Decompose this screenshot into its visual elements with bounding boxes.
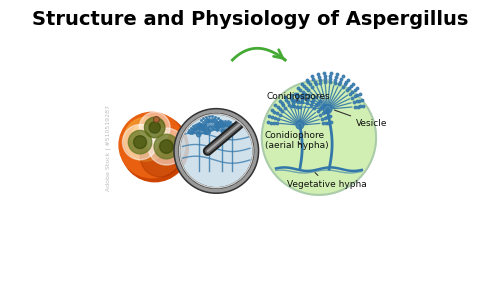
Circle shape [160, 140, 173, 153]
Text: Conidiophore
(aerial hypha): Conidiophore (aerial hypha) [264, 131, 328, 150]
Circle shape [119, 112, 184, 178]
Text: Vesicle: Vesicle [334, 110, 388, 128]
Circle shape [208, 126, 213, 131]
Text: Conidiospores: Conidiospores [266, 92, 330, 101]
Text: Structure and Physiology of Aspergillus: Structure and Physiology of Aspergillus [32, 10, 468, 29]
Circle shape [149, 122, 160, 133]
Text: Vegetative hypha: Vegetative hypha [288, 173, 367, 189]
Circle shape [128, 131, 152, 154]
Circle shape [131, 125, 155, 148]
Circle shape [124, 117, 168, 161]
Circle shape [196, 133, 200, 137]
Circle shape [176, 111, 256, 191]
Circle shape [222, 130, 226, 134]
Circle shape [144, 117, 165, 138]
Circle shape [262, 81, 376, 195]
Circle shape [148, 128, 185, 165]
Circle shape [154, 134, 178, 159]
Text: Adobe Stock | #510519287: Adobe Stock | #510519287 [105, 105, 110, 191]
Circle shape [121, 114, 188, 182]
Circle shape [296, 121, 304, 129]
Circle shape [140, 136, 181, 177]
Polygon shape [172, 139, 180, 163]
Circle shape [323, 105, 332, 114]
Circle shape [140, 112, 170, 143]
Circle shape [134, 136, 146, 149]
Circle shape [122, 125, 158, 160]
